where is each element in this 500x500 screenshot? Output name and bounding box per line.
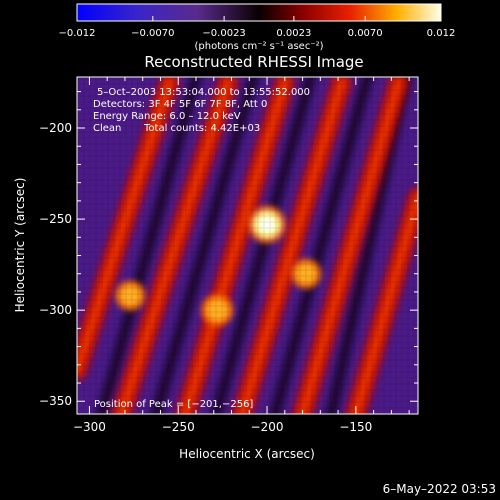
colorbar: −0.012 −0.0070 −0.0023 0.0023 0.0070 0.012 (p…	[58, 3, 455, 52]
colorbar-ticks: −0.012 −0.0070 −0.0023 0.0023 0.0070 0.012	[58, 16, 455, 39]
y-tick-label: −200	[39, 121, 72, 135]
annotation-time-range: 5–Oct–2003 13:53:04.000 to 13:55:52.000	[97, 87, 310, 98]
x-tick-label: −150	[339, 420, 372, 434]
colorbar-tick-label: 0.012	[427, 28, 456, 39]
x-axis-label: Heliocentric X (arcsec)	[179, 447, 315, 461]
colorbar-tick-label: −0.0023	[202, 28, 245, 39]
colorbar-frame	[76, 3, 442, 22]
annotation-clean: Clean	[93, 123, 121, 134]
plot-frame	[76, 76, 419, 415]
x-tick-label: −250	[162, 420, 195, 434]
chart-title: Reconstructed RHESSI Image	[144, 53, 363, 71]
colorbar-tick-label: −0.0070	[131, 28, 174, 39]
x-tick-label: −200	[251, 420, 284, 434]
pixel-grid	[77, 77, 418, 414]
colorbar-gradient	[77, 4, 441, 21]
x-tick-label: −300	[73, 420, 106, 434]
colorbar-tick-label: 0.0023	[276, 28, 311, 39]
y-tick-label: −250	[39, 212, 72, 226]
colorbar-tick-label: 0.0070	[348, 28, 383, 39]
colorbar-unit: (photons cm⁻² s⁻¹ asec⁻²)	[194, 41, 323, 52]
annotation-detectors: Detectors: 3F 4F 5F 6F 7F 8F, Att 0	[93, 99, 267, 110]
heatmap-plot	[77, 77, 418, 414]
y-tick-label: −350	[39, 394, 72, 408]
y-axis-label: Heliocentric Y (arcsec)	[13, 178, 27, 313]
colorbar-tick-label: −0.012	[58, 28, 95, 39]
annotation-block: 5–Oct–2003 13:53:04.000 to 13:55:52.000 …	[93, 87, 310, 410]
axis-ticks: −300 −250 −200 −150−200−250−300−350	[39, 77, 418, 434]
annotation-total-counts: Total counts: 4.42E+03	[143, 123, 260, 134]
annotation-energy: Energy Range: 6.0 – 12.0 keV	[93, 111, 241, 122]
footer-date: 6–May–2022 03:53	[383, 482, 496, 496]
annotation-peak-position: Position of Peak = [−201,−256]	[94, 399, 253, 410]
y-tick-label: −300	[39, 303, 72, 317]
